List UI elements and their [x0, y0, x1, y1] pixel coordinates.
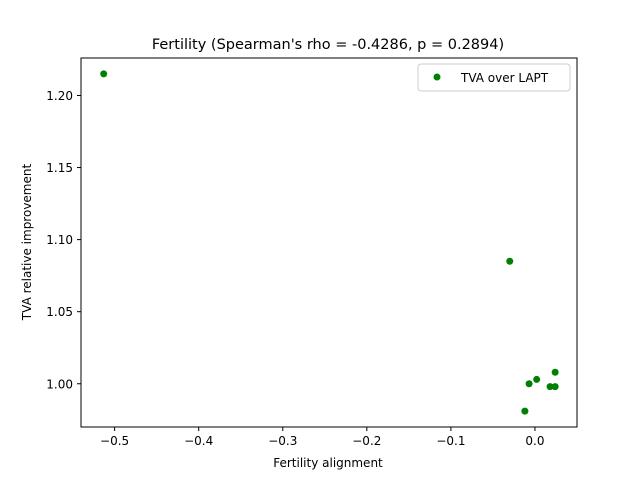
data-point [551, 368, 559, 376]
data-points [100, 70, 559, 415]
data-point [521, 407, 529, 415]
x-tick-label: −0.3 [268, 434, 297, 448]
x-tick-label: −0.2 [352, 434, 381, 448]
legend: TVA over LAPT [417, 63, 571, 92]
legend-box [417, 63, 571, 92]
y-axis-ticks: 1.00 1.05 1.10 1.15 1.20 [46, 89, 81, 391]
x-tick-label: −0.5 [100, 434, 129, 448]
plot-frame [80, 57, 578, 428]
x-tick-label: −0.1 [436, 434, 465, 448]
data-point [100, 70, 108, 78]
y-tick-label: 1.05 [46, 305, 73, 319]
legend-label: TVA over LAPT [460, 71, 549, 85]
x-axis-ticks: −0.5 −0.4 −0.3 −0.2 −0.1 0.0 [100, 427, 545, 448]
y-tick-label: 1.15 [46, 161, 73, 175]
y-tick-label: 1.00 [46, 377, 73, 391]
data-point [546, 383, 554, 391]
data-point [551, 383, 559, 391]
data-point [506, 257, 514, 265]
y-tick-label: 1.10 [46, 233, 73, 247]
data-point [533, 375, 541, 383]
chart-title: Fertility (Spearman's rho = -0.4286, p =… [152, 37, 504, 53]
y-tick-label: 1.20 [46, 89, 73, 103]
x-tick-label: −0.4 [184, 434, 213, 448]
data-point [525, 380, 533, 388]
legend-marker [433, 73, 441, 81]
y-axis-label: TVA relative improvement [20, 164, 34, 322]
x-tick-label: 0.0 [525, 434, 544, 448]
x-axis-label: Fertility alignment [273, 456, 383, 470]
